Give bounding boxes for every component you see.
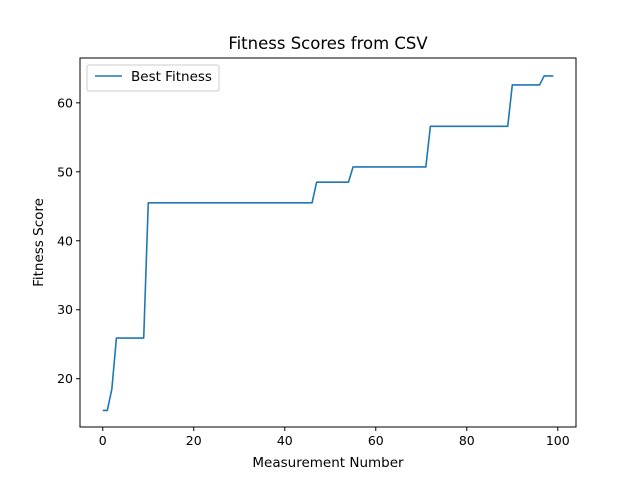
x-tick-label: 100 bbox=[546, 433, 570, 448]
y-tick-label: 40 bbox=[57, 233, 73, 248]
x-tick-label: 40 bbox=[277, 433, 293, 448]
series-line-0 bbox=[102, 75, 554, 412]
chart-title: Fitness Scores from CSV bbox=[228, 34, 428, 53]
legend-label-best-fitness: Best Fitness bbox=[131, 69, 212, 85]
legend: Best Fitness bbox=[86, 64, 220, 92]
x-axis-label: Measurement Number bbox=[252, 455, 404, 471]
y-tick-label: 60 bbox=[57, 95, 73, 110]
y-axis-label: Fitness Score bbox=[31, 198, 47, 287]
x-tick-label: 60 bbox=[368, 433, 384, 448]
plot-area-frame bbox=[79, 57, 577, 428]
x-tick-label: 20 bbox=[186, 433, 202, 448]
y-tick-label: 20 bbox=[57, 371, 73, 386]
legend-box bbox=[86, 64, 220, 92]
x-tick-label: 0 bbox=[99, 433, 107, 448]
x-tick-label: 80 bbox=[459, 433, 475, 448]
y-tick-label: 50 bbox=[57, 164, 73, 179]
y-tick-label: 30 bbox=[57, 302, 73, 317]
